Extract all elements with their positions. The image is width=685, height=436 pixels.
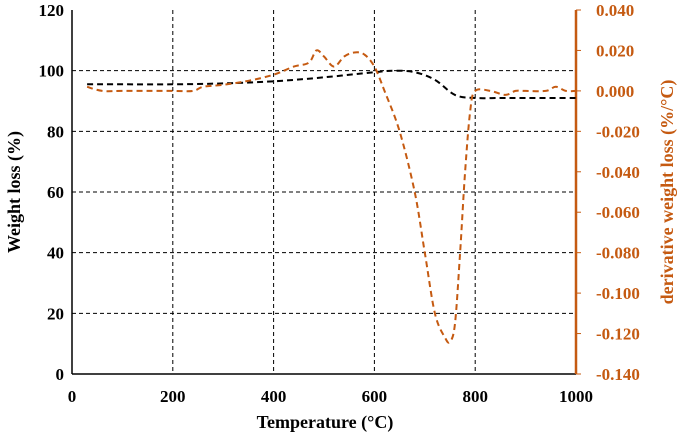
- y2-tick-label: 0.000: [596, 82, 634, 101]
- x-tick-labels: 0 200 400 600 800 1000: [68, 387, 593, 406]
- y-tick-label: 0: [56, 365, 65, 384]
- y-tick-label: 20: [47, 304, 64, 323]
- y-tick-label: 100: [39, 62, 65, 81]
- y2-tick-labels: -0.140 -0.120 -0.100 -0.080 -0.060 -0.040 -0.0…: [596, 1, 640, 384]
- y2-tick-label: -0.020: [596, 122, 640, 141]
- grid: [72, 10, 576, 374]
- y2-tick-label: -0.140: [596, 365, 640, 384]
- y-tick-label: 80: [47, 122, 64, 141]
- y-tick-labels: 0 20 40 60 80 100 120: [39, 1, 65, 384]
- y2-tick-label: 0.040: [596, 1, 634, 20]
- x-tick-label: 400: [261, 387, 287, 406]
- y-tick-label: 40: [47, 244, 64, 263]
- y2-tick-label: 0.020: [596, 41, 634, 60]
- y2-tick-label: -0.040: [596, 163, 640, 182]
- x-tick-label: 0: [68, 387, 77, 406]
- y2-tick-label: -0.120: [596, 325, 640, 344]
- y2-tick-label: -0.080: [596, 244, 640, 263]
- x-tick-label: 600: [362, 387, 388, 406]
- y2-tick-label: -0.100: [596, 284, 640, 303]
- y2-tick-label: -0.060: [596, 203, 640, 222]
- x-tick-label: 200: [160, 387, 186, 406]
- x-tick-label: 800: [462, 387, 488, 406]
- weight-loss-line: [87, 69, 576, 100]
- series-lines: [86, 49, 577, 344]
- axes: [71, 9, 581, 375]
- derivative-weight-loss-line: [86, 49, 577, 344]
- x-tick-label: 1000: [559, 387, 593, 406]
- x-axis-title: Temperature (°C): [257, 412, 394, 433]
- y-tick-label: 120: [39, 1, 65, 20]
- y2-axis-title: derivative weight loss (%/°C): [657, 80, 678, 305]
- y-axis-title: Weight loss (%): [4, 131, 25, 253]
- y-tick-label: 60: [47, 183, 64, 202]
